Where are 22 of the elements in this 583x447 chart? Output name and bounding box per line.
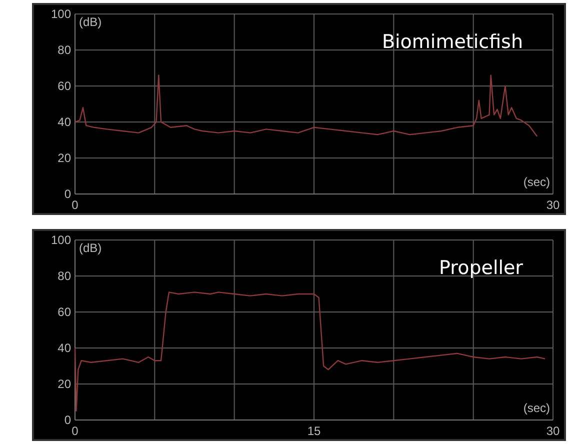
x-tick-label: 30 — [546, 198, 560, 212]
y-tick-label: 0 — [64, 413, 72, 428]
y-tick-label: 20 — [58, 377, 72, 392]
y-tick-label: 40 — [58, 341, 72, 356]
y-tick-label: 60 — [58, 305, 72, 320]
y-tick-label: 80 — [58, 269, 72, 284]
x-axis-title: (sec) — [523, 401, 550, 415]
y-axis-title: (dB) — [79, 15, 102, 29]
y-tick-label: 100 — [50, 233, 72, 248]
y-tick-label: 40 — [58, 115, 72, 130]
x-tick-label: 15 — [307, 424, 321, 438]
x-tick-label: 30 — [546, 424, 560, 438]
y-tick-label: 20 — [58, 151, 72, 166]
y-axis-title: (dB) — [79, 241, 102, 255]
line-series — [74, 74, 538, 137]
y-tick-label: 100 — [50, 7, 72, 22]
y-tick-label: 80 — [58, 43, 72, 58]
y-tick-label: 60 — [58, 79, 72, 94]
y-tick-label: 0 — [64, 187, 72, 202]
text: Biomimeticfish — [382, 31, 523, 53]
x-axis-title: (sec) — [523, 175, 550, 189]
text: Propeller — [439, 257, 524, 279]
